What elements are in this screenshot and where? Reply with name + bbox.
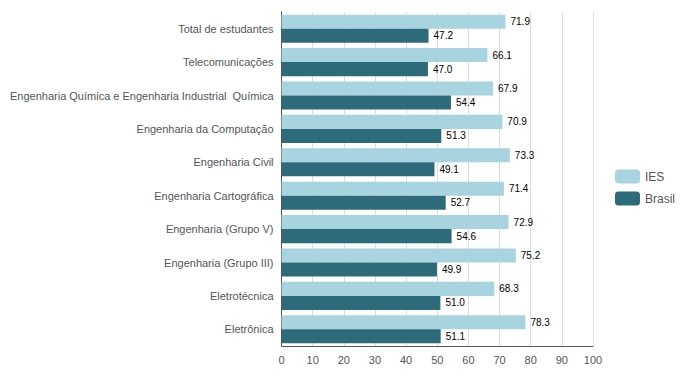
svg-text:54.4: 54.4 (456, 97, 476, 108)
svg-text:Engenharia da Computação: Engenharia da Computação (137, 123, 274, 135)
svg-text:73.3: 73.3 (515, 150, 535, 161)
svg-text:Total de estudantes: Total de estudantes (178, 23, 274, 35)
svg-text:72.9: 72.9 (514, 217, 534, 228)
svg-text:67.9: 67.9 (498, 83, 518, 94)
svg-text:71.9: 71.9 (510, 16, 530, 27)
svg-text:IES: IES (645, 170, 664, 184)
svg-text:80: 80 (525, 354, 537, 366)
svg-text:Telecomunicações: Telecomunicações (183, 56, 274, 68)
svg-text:66.1: 66.1 (492, 50, 512, 61)
svg-text:Eletrotécnica: Eletrotécnica (210, 290, 274, 302)
svg-text:52.7: 52.7 (451, 197, 471, 208)
svg-text:20: 20 (338, 354, 350, 366)
svg-text:Engenharia (Grupo III): Engenharia (Grupo III) (164, 257, 273, 269)
svg-text:75.2: 75.2 (521, 250, 541, 261)
svg-text:68.3: 68.3 (499, 283, 519, 294)
svg-text:50: 50 (431, 354, 443, 366)
svg-text:47.2: 47.2 (434, 30, 454, 41)
svg-text:51.3: 51.3 (446, 130, 466, 141)
svg-text:71.4: 71.4 (509, 183, 529, 194)
svg-text:49.1: 49.1 (439, 164, 459, 175)
svg-text:70.9: 70.9 (507, 116, 527, 127)
svg-text:30: 30 (369, 354, 381, 366)
svg-text:Brasil: Brasil (645, 192, 675, 206)
svg-text:78.3: 78.3 (530, 317, 550, 328)
svg-text:47.0: 47.0 (433, 64, 453, 75)
svg-text:Engenharia (Grupo V): Engenharia (Grupo V) (166, 223, 274, 235)
svg-text:51.1: 51.1 (446, 331, 466, 342)
svg-text:10: 10 (307, 354, 319, 366)
svg-text:54.6: 54.6 (457, 231, 477, 242)
svg-text:Engenharia Cartográfica: Engenharia Cartográfica (154, 190, 274, 202)
svg-text:0: 0 (278, 354, 284, 366)
svg-text:100: 100 (584, 354, 602, 366)
svg-text:Eletrônica: Eletrônica (225, 323, 275, 335)
svg-text:60: 60 (462, 354, 474, 366)
svg-text:40: 40 (400, 354, 412, 366)
svg-text:90: 90 (556, 354, 568, 366)
svg-text:Engenharia Civil: Engenharia Civil (193, 156, 273, 168)
svg-text:49.9: 49.9 (442, 264, 462, 275)
svg-text:Engenharia Química e Engenhari: Engenharia Química e Engenharia Industri… (10, 90, 274, 102)
svg-text:51.0: 51.0 (445, 297, 465, 308)
svg-text:70: 70 (493, 354, 505, 366)
